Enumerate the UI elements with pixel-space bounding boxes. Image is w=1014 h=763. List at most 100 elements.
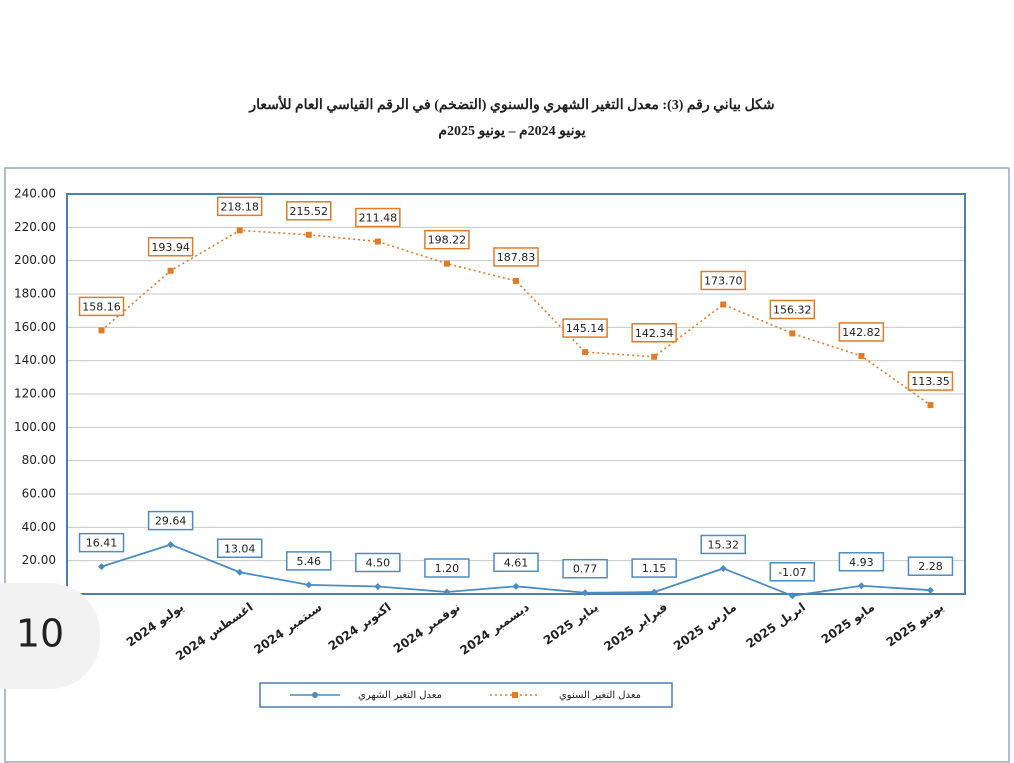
y-tick-label: 60.00	[22, 487, 56, 501]
data-label: 215.52	[290, 205, 329, 218]
data-label-box	[631, 558, 677, 578]
data-label-box	[78, 296, 125, 317]
data-point	[858, 352, 865, 359]
data-label-box	[286, 551, 332, 571]
y-tick-label: 80.00	[22, 453, 56, 467]
data-label: 16.41	[86, 537, 118, 550]
y-tick-label: 40.00	[22, 520, 56, 534]
legend-label: معدل التغير الشهري	[358, 690, 442, 701]
data-label-box	[907, 556, 954, 576]
data-point	[650, 588, 658, 596]
data-label: 4.50	[366, 557, 391, 570]
data-label-box	[769, 299, 816, 320]
data-label: 218.18	[220, 200, 259, 213]
data-label-box	[355, 207, 401, 228]
page-number: 10	[16, 612, 64, 656]
data-label: 193.94	[151, 241, 190, 254]
data-label: 2.28	[918, 560, 943, 573]
data-point	[167, 541, 175, 549]
data-point	[236, 568, 244, 576]
data-label-box	[562, 318, 608, 338]
data-label: 156.32	[773, 303, 812, 316]
chart-subtitle: يونيو 2024م – يونيو 2025م	[438, 124, 585, 139]
y-tick-label: 100.00	[14, 420, 56, 434]
plot-border	[66, 193, 966, 595]
data-label-box	[216, 538, 263, 559]
data-point	[789, 330, 796, 337]
data-label-box	[631, 323, 677, 343]
data-label: 145.14	[566, 322, 605, 335]
data-label: 1.20	[435, 562, 460, 575]
y-tick-label: 240.00	[14, 187, 56, 201]
data-label-box	[562, 558, 608, 579]
data-point	[374, 583, 382, 590]
data-label-box	[700, 270, 746, 291]
legend-marker	[312, 692, 318, 698]
data-point	[443, 588, 451, 596]
data-label: 13.04	[224, 542, 256, 555]
data-point	[512, 582, 520, 590]
data-label: 113.35	[911, 375, 950, 388]
data-label: 4.61	[504, 556, 529, 569]
data-label: -1.07	[778, 566, 806, 579]
data-label-box	[493, 552, 539, 573]
data-point	[98, 327, 105, 334]
data-label: 29.64	[155, 515, 187, 528]
y-tick-label: 160.00	[14, 320, 56, 334]
data-point	[720, 301, 727, 308]
data-label: 0.77	[573, 563, 598, 576]
data-label-box	[907, 371, 954, 391]
data-point	[98, 563, 106, 571]
data-point	[651, 353, 658, 360]
data-label: 142.82	[842, 326, 881, 339]
data-label-box	[424, 229, 470, 250]
data-point	[167, 267, 174, 274]
data-point	[926, 586, 934, 594]
data-label: 142.34	[635, 327, 674, 340]
data-label: 4.93	[849, 556, 874, 569]
data-label-box	[769, 562, 816, 582]
data-label-box	[216, 196, 263, 217]
data-label: 5.46	[297, 555, 322, 568]
data-label-box	[700, 534, 746, 555]
data-label-box	[838, 322, 885, 342]
data-label: 198.22	[428, 234, 467, 247]
data-label: 187.83	[497, 251, 536, 264]
chart-title: شكل بياني رقم (3): معدل التغير الشهري وا…	[248, 95, 774, 113]
data-point	[582, 349, 589, 356]
y-tick-label: 200.00	[14, 253, 56, 267]
legend-marker	[512, 692, 518, 698]
data-point	[305, 231, 312, 238]
data-label: 173.70	[704, 275, 743, 288]
data-point	[374, 238, 381, 245]
data-label-box	[286, 201, 332, 221]
page-badge	[0, 583, 100, 689]
y-tick-label: 20.00	[22, 553, 56, 567]
data-point	[788, 592, 796, 600]
data-label-box	[493, 247, 539, 267]
legend-label: معدل التغير السنوي	[559, 690, 641, 701]
data-label-box	[424, 558, 470, 578]
data-point	[857, 582, 865, 590]
y-tick-label: 140.00	[14, 353, 56, 367]
data-point	[236, 227, 243, 234]
data-label: 158.16	[82, 300, 121, 313]
chart-frame	[4, 167, 1010, 763]
data-label: 1.15	[642, 562, 667, 575]
data-point	[927, 402, 934, 409]
data-point	[513, 277, 519, 284]
data-label-box	[147, 510, 194, 531]
data-point	[581, 589, 589, 597]
data-label-box	[838, 552, 885, 572]
data-point	[305, 581, 313, 589]
y-tick-label: 180.00	[14, 287, 56, 301]
y-tick-label: 220.00	[14, 220, 56, 234]
y-tick-label: 120.00	[14, 387, 56, 401]
data-label: 211.48	[359, 212, 398, 225]
data-label-box	[355, 552, 401, 573]
data-label-box	[78, 532, 125, 553]
data-point	[443, 260, 450, 267]
data-label-box	[147, 237, 194, 257]
data-point	[719, 564, 727, 572]
